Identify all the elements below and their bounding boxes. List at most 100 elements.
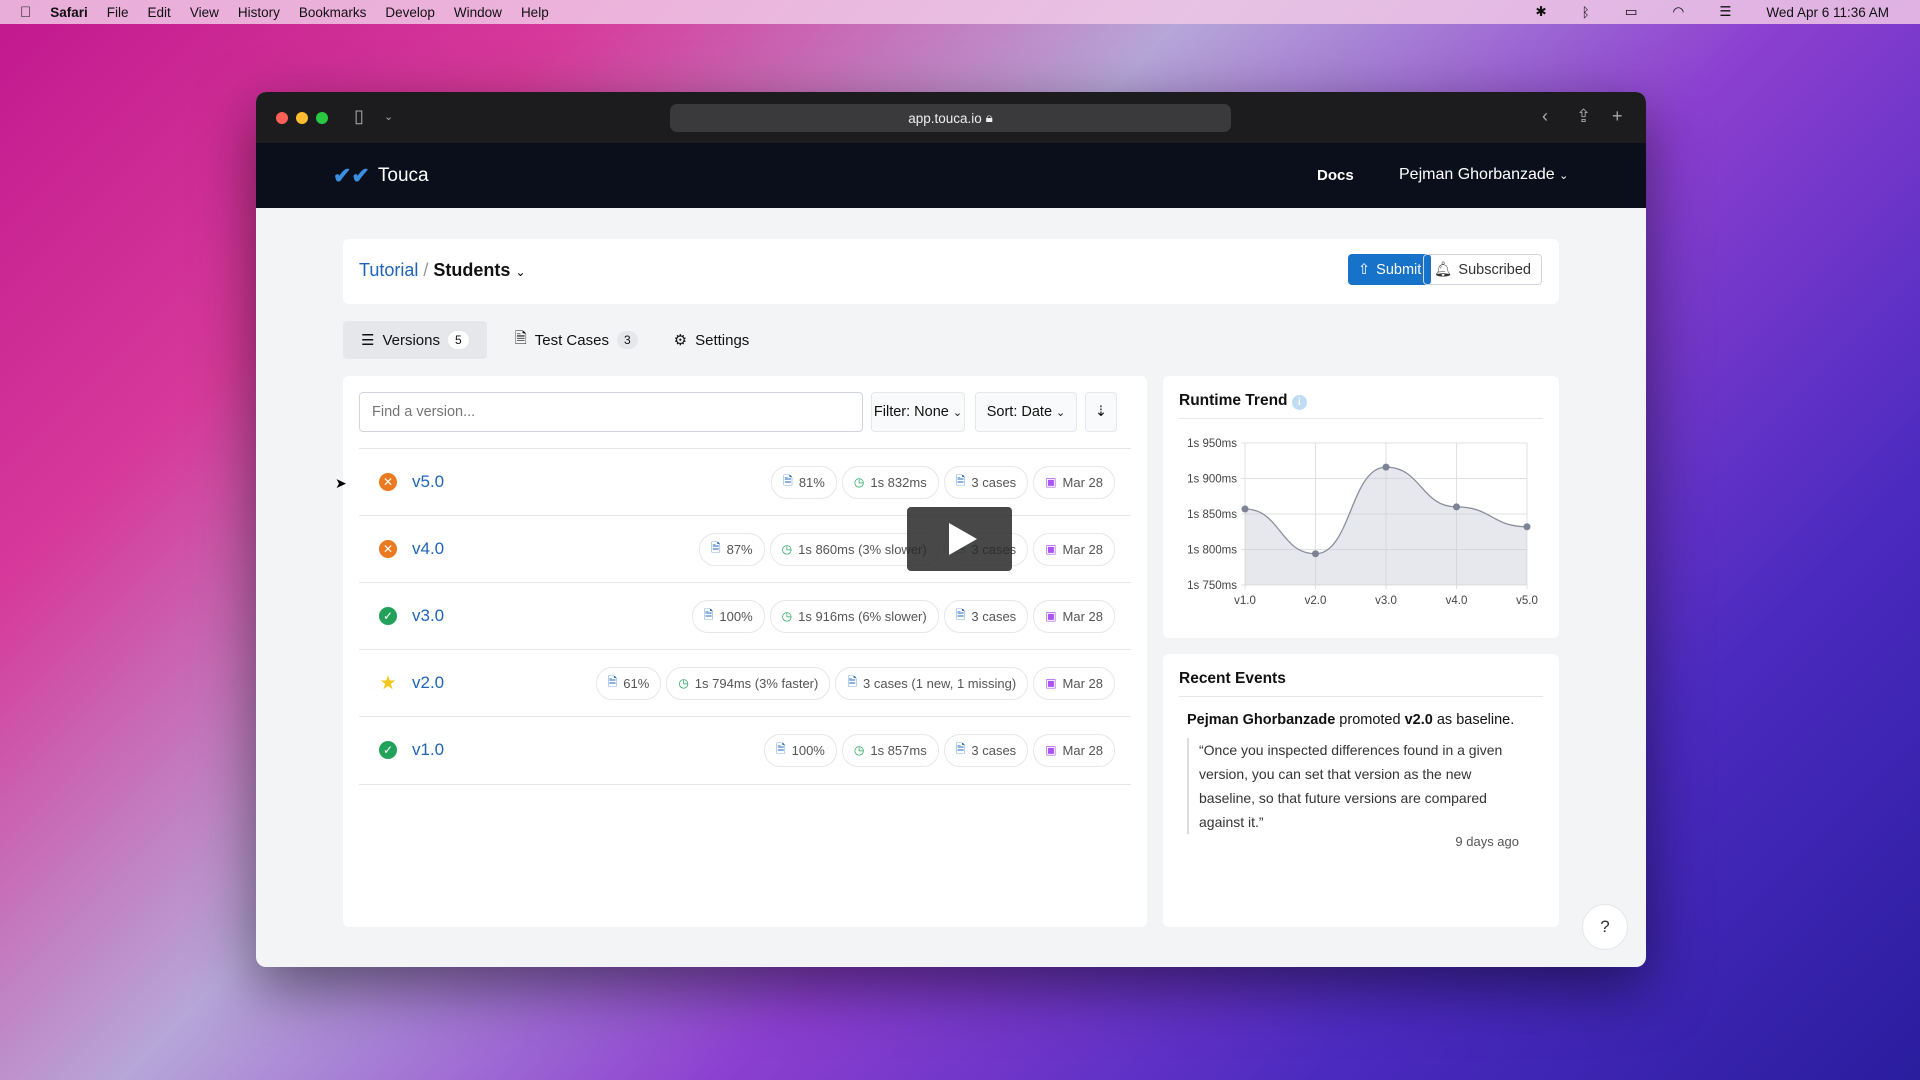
runtime-trend-chart: 1s 950ms 1s 900ms 1s 850ms 1s 800ms 1s 750ms…	[1187, 438, 1538, 607]
match-rate: 87%	[726, 541, 753, 557]
menu-view[interactable]: View	[178, 4, 219, 20]
sort-label: Sort: Date	[986, 404, 1053, 420]
video-play-overlay[interactable]	[907, 507, 1012, 571]
browser-window: ▯ ⌄ app.touca.io 🔒︎ ‹ ⇪ + ✔✔ Touca Docs P…	[256, 92, 1646, 967]
filter-dropdown[interactable]: Filter: None ⌄	[871, 392, 965, 432]
version-row[interactable]: ✓ v1.0 🗎 100% ◷ 1s 857ms 🗎 3 cases ▣ Mar 28	[359, 716, 1131, 783]
upload-icon: ⇧	[1358, 261, 1371, 278]
menu-file[interactable]: File	[95, 4, 129, 20]
recent-events-card: Recent Events Pejman Ghorbanzade promote…	[1163, 654, 1559, 927]
address-bar[interactable]: app.touca.io 🔒︎	[670, 104, 1231, 132]
bluetooth-icon[interactable]: ᛒ	[1581, 4, 1590, 20]
info-icon[interactable]: i	[1291, 395, 1307, 410]
menu-bar:  Safari File Edit View History Bookmark…	[0, 0, 1920, 24]
app-navbar: ✔✔ Touca Docs Pejman Ghorbanzade ⌄	[256, 143, 1646, 208]
zoom-button[interactable]	[316, 112, 328, 124]
breadcrumb-team[interactable]: Tutorial	[359, 260, 419, 280]
sidebar-icon[interactable]: ▯	[354, 106, 364, 126]
runtime: 1s 794ms (3% faster)	[694, 675, 819, 691]
close-button[interactable]	[276, 112, 288, 124]
menu-help[interactable]: Help	[509, 4, 549, 20]
chevron-down-icon: ⌄	[952, 406, 963, 419]
calendar-icon: ▣	[1045, 609, 1057, 623]
sort-descending-icon: ⇣	[1094, 404, 1108, 420]
data-point	[1382, 463, 1390, 471]
version-row[interactable]: ✕ v5.0 🗎 81% ◷ 1s 832ms 🗎 3 cases ▣ Mar 28	[359, 448, 1131, 515]
version-row[interactable]: ✕ v4.0 🗎87% ◷1s 860ms (3% slower) 🗎3 cas…	[359, 515, 1131, 582]
y-tick-label: 1s 850ms	[1187, 509, 1237, 521]
date: Mar 28	[1062, 675, 1103, 691]
list-icon: ☰	[361, 332, 375, 349]
chevron-down-icon[interactable]: ⌄	[384, 111, 394, 123]
x-tick-label: v5.0	[1516, 595, 1538, 607]
menu-edit[interactable]: Edit	[136, 4, 171, 20]
menu-develop[interactable]: Develop	[374, 4, 435, 20]
version-link[interactable]: v3.0	[412, 606, 445, 625]
user-menu[interactable]: Pejman Ghorbanzade ⌄	[1399, 166, 1568, 184]
menu-window[interactable]: Window	[442, 4, 502, 20]
back-icon[interactable]: ‹	[1542, 106, 1548, 126]
data-point	[1241, 505, 1249, 513]
divider	[1179, 418, 1543, 419]
sort-dropdown[interactable]: Sort: Date ⌄	[975, 392, 1077, 432]
menu-history[interactable]: History	[226, 4, 280, 20]
subscribed-button[interactable]: 🔔︎ Subscribed	[1423, 254, 1542, 285]
runtime-trend-title: Runtime Trend i	[1179, 392, 1307, 410]
y-tick-label: 1s 950ms	[1187, 438, 1237, 450]
control-center-icon[interactable]: ☰	[1719, 4, 1732, 19]
clock[interactable]: Wed Apr 6 11:36 AM	[1766, 4, 1889, 20]
document-icon: 🗎	[955, 473, 966, 488]
brand-logo[interactable]: ✔✔ Touca	[333, 163, 429, 189]
menu-app[interactable]: Safari	[39, 4, 88, 20]
user-name: Pejman Ghorbanzade	[1399, 166, 1555, 183]
battery-icon[interactable]: ▭	[1624, 4, 1638, 19]
case-count: 3 cases (1 new, 1 missing)	[863, 675, 1017, 691]
chevron-down-icon[interactable]: ⌄	[515, 265, 526, 279]
data-point	[1453, 503, 1460, 511]
clock-icon: ◷	[678, 676, 689, 690]
event-version[interactable]: v2.0	[1404, 712, 1433, 728]
checkmark-logo-icon: ✔✔	[333, 163, 370, 188]
file-icon: 🗎	[710, 540, 721, 555]
help-button[interactable]: ?	[1582, 904, 1628, 950]
case-count: 3 cases	[971, 474, 1017, 490]
new-tab-icon[interactable]: +	[1612, 106, 1623, 126]
wifi-icon[interactable]: ◠	[1672, 4, 1685, 19]
tab-test-cases[interactable]: 🗎 Test Cases 3	[497, 321, 656, 359]
file-icon: 🗎	[783, 473, 793, 488]
runtime-line	[1244, 466, 1528, 555]
version-link[interactable]: v1.0	[412, 740, 445, 759]
status-icon[interactable]: ✱	[1535, 4, 1547, 19]
passed-status-icon: ✓	[379, 607, 397, 625]
breadcrumb-suite[interactable]: Students	[433, 260, 511, 280]
apple-icon[interactable]: 	[20, 4, 31, 21]
sort-order-button[interactable]: ⇣	[1085, 392, 1117, 432]
list-end-divider	[359, 784, 1131, 785]
runtime-pill: ◷ 1s 857ms	[841, 733, 939, 767]
share-icon[interactable]: ⇪	[1576, 106, 1592, 126]
case-count: 3 cases	[971, 608, 1017, 624]
submit-label: Submit	[1376, 261, 1422, 278]
version-link[interactable]: v5.0	[412, 472, 445, 491]
version-row[interactable]: ✓ v3.0 🗎 100% ◷ 1s 916ms (6% slower) 🗎 3 ca…	[359, 582, 1131, 649]
submit-button[interactable]: ⇧ Submit	[1348, 254, 1432, 285]
calendar-icon: ▣	[1045, 676, 1057, 690]
runtime: 1s 916ms (6% slower)	[798, 608, 927, 624]
gear-icon: ⚙	[673, 332, 688, 349]
version-row[interactable]: ★ v2.0 🗎 61% ◷ 1s 794ms (3% faster) 🗎 3 cas…	[359, 649, 1131, 716]
document-icon: 🗎	[955, 741, 966, 756]
tab-versions[interactable]: ☰ Versions 5	[343, 321, 487, 359]
version-search-input[interactable]	[359, 392, 863, 432]
tab-settings[interactable]: ⚙ Settings	[656, 321, 768, 359]
minimize-button[interactable]	[296, 112, 308, 124]
docs-link[interactable]: Docs	[1317, 167, 1354, 184]
menu-bookmarks[interactable]: Bookmarks	[287, 4, 367, 20]
event-actor[interactable]: Pejman Ghorbanzade	[1187, 712, 1336, 728]
tab-label: Test Cases	[534, 331, 609, 349]
version-link[interactable]: v2.0	[412, 673, 445, 692]
version-link[interactable]: v4.0	[412, 539, 445, 558]
y-tick-label: 1s 750ms	[1187, 580, 1237, 592]
breadcrumb: Tutorial / Students ⌄	[359, 260, 526, 281]
passed-status-icon: ✓	[379, 741, 397, 759]
cases-pill: 🗎 3 cases	[943, 733, 1029, 767]
